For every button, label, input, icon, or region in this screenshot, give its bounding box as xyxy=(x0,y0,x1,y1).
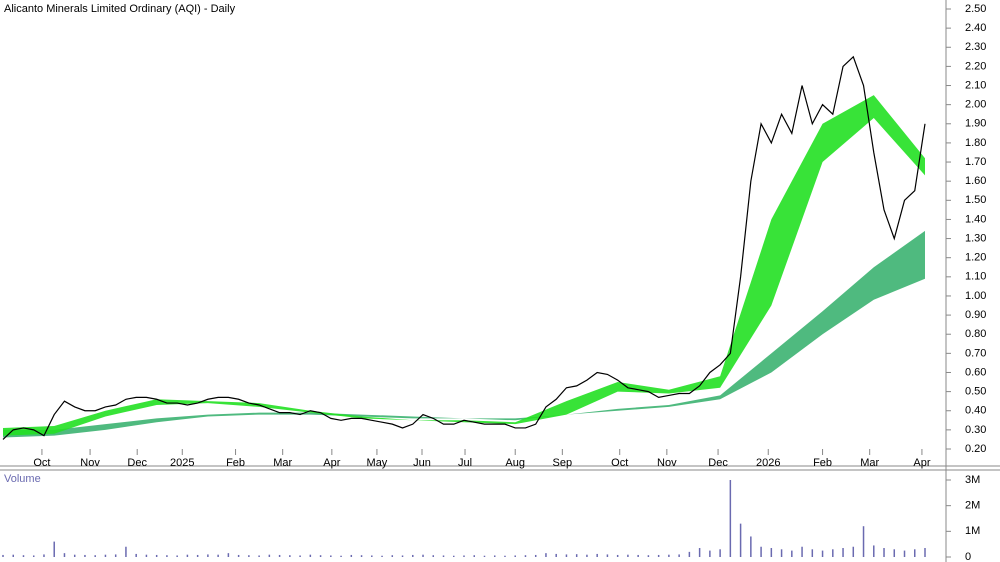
x-tick-label: Jul xyxy=(458,457,472,469)
y-tick-label: 1M xyxy=(965,525,980,537)
volume-title: Volume xyxy=(4,473,41,485)
y-tick-label: 0.90 xyxy=(965,309,986,321)
y-tick-label: 2.00 xyxy=(965,99,986,111)
x-tick-label: Jun xyxy=(413,457,431,469)
x-tick-label: Apr xyxy=(323,457,340,469)
chart-title: Alicanto Minerals Limited Ordinary (AQI)… xyxy=(4,3,236,15)
x-tick-label: Apr xyxy=(913,457,930,469)
x-tick-label: Nov xyxy=(657,457,677,469)
y-tick-label: 0 xyxy=(965,551,971,562)
x-tick-label: Dec xyxy=(127,457,147,469)
x-tick-label: Aug xyxy=(505,457,525,469)
y-tick-label: 0.50 xyxy=(965,386,986,398)
y-tick-label: 1.90 xyxy=(965,118,986,130)
y-tick-label: 0.30 xyxy=(965,424,986,436)
ma-band xyxy=(3,95,925,436)
y-tick-label: 1.40 xyxy=(965,213,986,225)
y-tick-label: 1.80 xyxy=(965,137,986,149)
y-tick-label: 0.20 xyxy=(965,443,986,455)
y-tick-label: 1.00 xyxy=(965,290,986,302)
x-tick-label: Feb xyxy=(813,457,832,469)
y-tick-label: 0.80 xyxy=(965,328,986,340)
y-tick-label: 1.30 xyxy=(965,232,986,244)
y-tick-label: 2M xyxy=(965,500,980,512)
y-tick-label: 0.40 xyxy=(965,405,986,417)
y-tick-label: 2.30 xyxy=(965,41,986,53)
x-tick-label: Oct xyxy=(611,457,628,469)
y-tick-label: 3M xyxy=(965,474,980,486)
y-tick-label: 2.10 xyxy=(965,79,986,91)
x-tick-label: 2025 xyxy=(170,457,194,469)
y-tick-label: 1.60 xyxy=(965,175,986,187)
x-tick-label: Oct xyxy=(33,457,50,469)
x-tick-label: Mar xyxy=(860,457,879,469)
y-tick-label: 1.10 xyxy=(965,271,986,283)
y-tick-label: 0.70 xyxy=(965,347,986,359)
x-tick-label: 2026 xyxy=(756,457,780,469)
y-tick-label: 0.60 xyxy=(965,366,986,378)
y-tick-label: 1.20 xyxy=(965,252,986,264)
x-tick-label: May xyxy=(367,457,388,469)
y-tick-label: 2.40 xyxy=(965,22,986,34)
x-tick-label: Mar xyxy=(273,457,292,469)
x-tick-label: Sep xyxy=(553,457,573,469)
y-tick-label: 1.50 xyxy=(965,194,986,206)
x-tick-label: Dec xyxy=(708,457,728,469)
y-tick-label: 2.20 xyxy=(965,60,986,72)
x-tick-label: Nov xyxy=(80,457,100,469)
y-tick-label: 1.70 xyxy=(965,156,986,168)
x-tick-label: Feb xyxy=(226,457,245,469)
price-line xyxy=(2,55,926,440)
y-tick-label: 2.50 xyxy=(965,3,986,15)
